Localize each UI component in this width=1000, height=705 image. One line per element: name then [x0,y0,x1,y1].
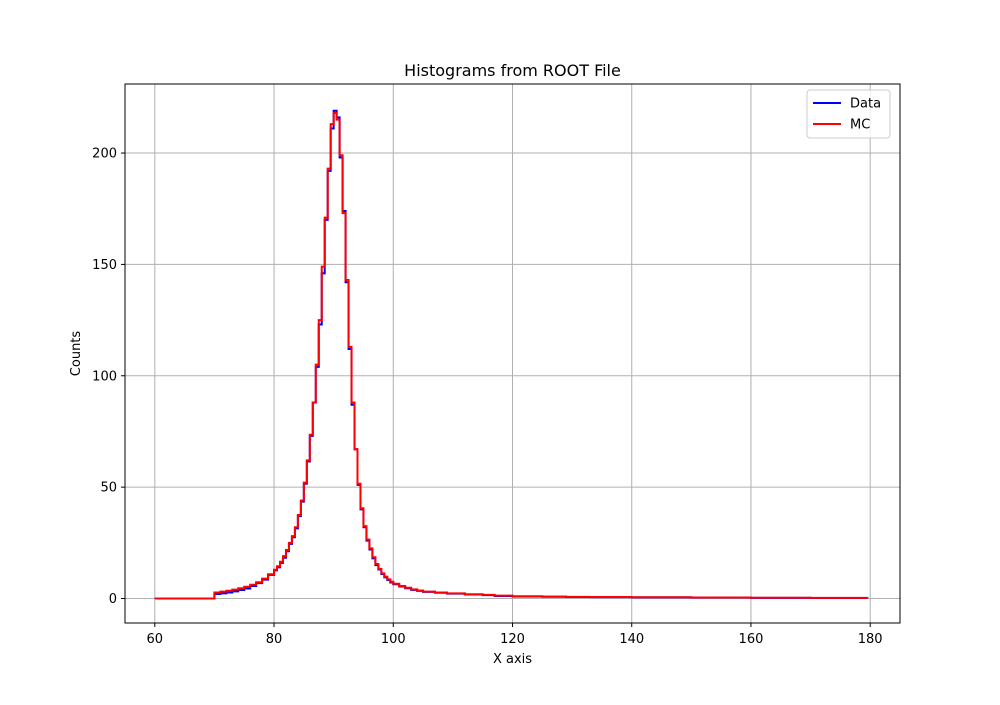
x-axis-label: X axis [493,652,532,667]
y-tick-label: 0 [109,592,117,607]
y-tick-label: 150 [92,258,117,273]
x-tick-label: 60 [147,632,164,647]
x-tick-label: 80 [266,632,283,647]
x-tick-label: 100 [381,632,406,647]
x-tick-label: 180 [858,632,883,647]
y-tick-label: 200 [92,147,117,162]
x-tick-label: 160 [739,632,764,647]
x-tick-label: 140 [619,632,644,647]
legend-label-mc: MC [850,118,870,133]
y-tick-label: 100 [92,369,117,384]
legend-label-data: Data [850,97,881,112]
legend: Data MC [807,90,890,138]
y-tick-label: 50 [100,481,117,496]
x-tick-label: 120 [500,632,525,647]
chart-title: Histograms from ROOT File [404,61,621,80]
y-axis-label: Counts [69,331,84,377]
